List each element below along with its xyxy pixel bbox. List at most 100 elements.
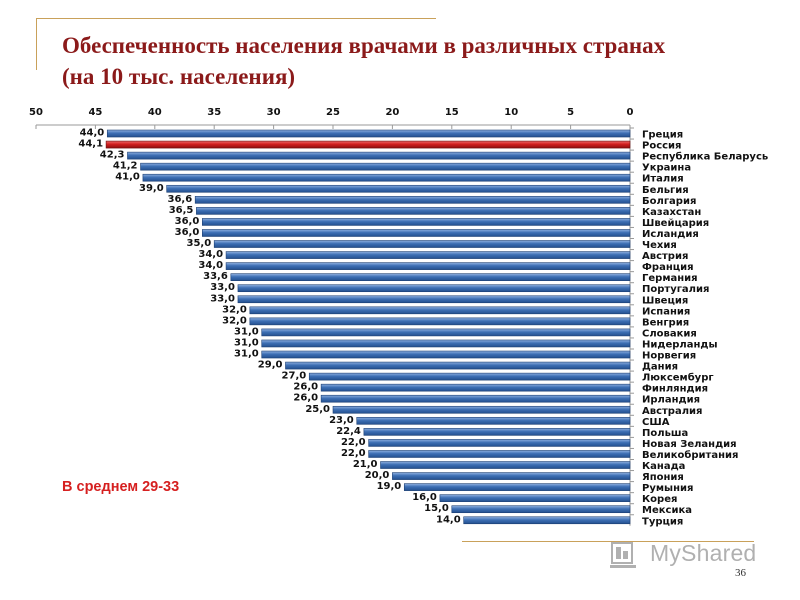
bar [166, 184, 631, 193]
category-label: Россия [642, 141, 681, 152]
x-tick-label: 20 [385, 107, 399, 118]
title-line-1: Обеспеченность населения врачами в разли… [62, 33, 666, 58]
category-label: Испания [642, 306, 690, 317]
x-tick-label: 40 [148, 107, 162, 118]
title-line-2: (на 10 тыс. населения) [62, 64, 296, 89]
decorative-vertical-line [36, 18, 37, 70]
category-label: Польша [642, 428, 688, 439]
category-label: Люксембург [642, 372, 714, 384]
category-label: Германия [642, 273, 698, 284]
bar [261, 328, 631, 337]
category-label: Греция [642, 130, 683, 141]
category-label: Дания [642, 362, 678, 373]
bar [225, 262, 631, 270]
data-label: 34,0 [198, 260, 223, 271]
data-label: 34,0 [198, 249, 223, 260]
bar [127, 151, 631, 160]
bar [451, 505, 631, 514]
x-tick-label: 25 [326, 107, 340, 118]
category-label: Украина [642, 163, 691, 174]
slide-title: Обеспеченность населения врачами в разли… [62, 30, 782, 92]
bar [332, 405, 631, 414]
bar [380, 461, 631, 469]
data-label: 35,0 [187, 238, 212, 249]
category-label: Ирландия [642, 395, 700, 406]
data-label: 33,0 [210, 293, 235, 304]
watermark-text: MyShared [650, 540, 757, 566]
bar [363, 428, 631, 436]
bar [230, 273, 631, 281]
category-label: Исландия [642, 229, 699, 240]
bar [320, 394, 631, 403]
bar [403, 483, 631, 491]
data-label: 44,1 [78, 139, 103, 150]
bar [249, 317, 631, 326]
bar [249, 306, 631, 315]
category-label: Болгария [642, 196, 696, 207]
x-tick-label: 50 [29, 107, 43, 118]
bar [439, 494, 631, 502]
x-tick-label: 35 [207, 107, 221, 118]
category-label: Норвегия [642, 351, 696, 362]
bar [106, 129, 631, 138]
watermark-logo-icon [610, 542, 636, 568]
bar [356, 417, 631, 425]
bar [368, 439, 631, 447]
category-label: Австралия [642, 406, 702, 417]
bar [261, 339, 631, 348]
data-label: 36,6 [168, 194, 193, 205]
bar [194, 196, 631, 204]
data-label: 25,0 [305, 404, 330, 415]
x-tick-label: 10 [504, 107, 518, 118]
category-label: Корея [642, 494, 677, 505]
x-tick-label: 5 [567, 107, 574, 118]
x-tick-label: 0 [627, 107, 634, 118]
category-label: Швеция [642, 295, 688, 306]
category-label: Нидерланды [642, 339, 718, 350]
bar [285, 361, 631, 370]
category-label: Финляндия [642, 384, 708, 395]
decorative-top-line [36, 18, 436, 19]
data-label: 26,0 [293, 393, 318, 404]
data-label: 32,0 [222, 315, 247, 326]
data-label: 42,3 [100, 150, 125, 161]
bar [225, 251, 631, 259]
bar [320, 383, 631, 392]
data-label: 31,0 [234, 349, 259, 360]
category-label: Казахстан [642, 207, 701, 218]
category-label: Швейцария [642, 218, 709, 229]
data-label: 15,0 [424, 503, 449, 514]
decorative-bottom-line [462, 541, 754, 542]
average-note: В среднем 29-33 [62, 479, 180, 495]
data-label: 31,0 [234, 337, 259, 348]
bar [142, 173, 631, 182]
bar [237, 284, 631, 293]
x-tick-label: 45 [88, 107, 102, 118]
bar-highlighted [105, 140, 631, 149]
data-label: 23,0 [329, 415, 354, 426]
page-number: 36 [735, 567, 746, 579]
data-label: 20,0 [365, 470, 390, 481]
data-label: 41,2 [113, 161, 138, 172]
bar [196, 207, 631, 215]
category-label: Румыния [642, 483, 693, 494]
category-label: Чехия [642, 240, 677, 251]
category-label: Венгрия [642, 317, 689, 328]
category-label: Япония [642, 472, 684, 483]
bar [308, 372, 631, 381]
data-label: 36,5 [169, 205, 194, 216]
bar [261, 350, 631, 359]
bar [392, 472, 631, 480]
data-label: 21,0 [353, 459, 378, 470]
data-label: 33,0 [210, 282, 235, 293]
bar [463, 516, 631, 525]
category-label: Республика Беларусь [642, 151, 768, 163]
data-label: 22,0 [341, 437, 366, 448]
data-label: 44,0 [80, 128, 105, 139]
category-label: Словакия [642, 328, 697, 339]
data-label: 36,0 [175, 216, 200, 227]
bar [140, 162, 631, 171]
bar [213, 240, 631, 248]
category-label: Новая Зеландия [642, 439, 737, 450]
data-label: 27,0 [282, 371, 307, 382]
